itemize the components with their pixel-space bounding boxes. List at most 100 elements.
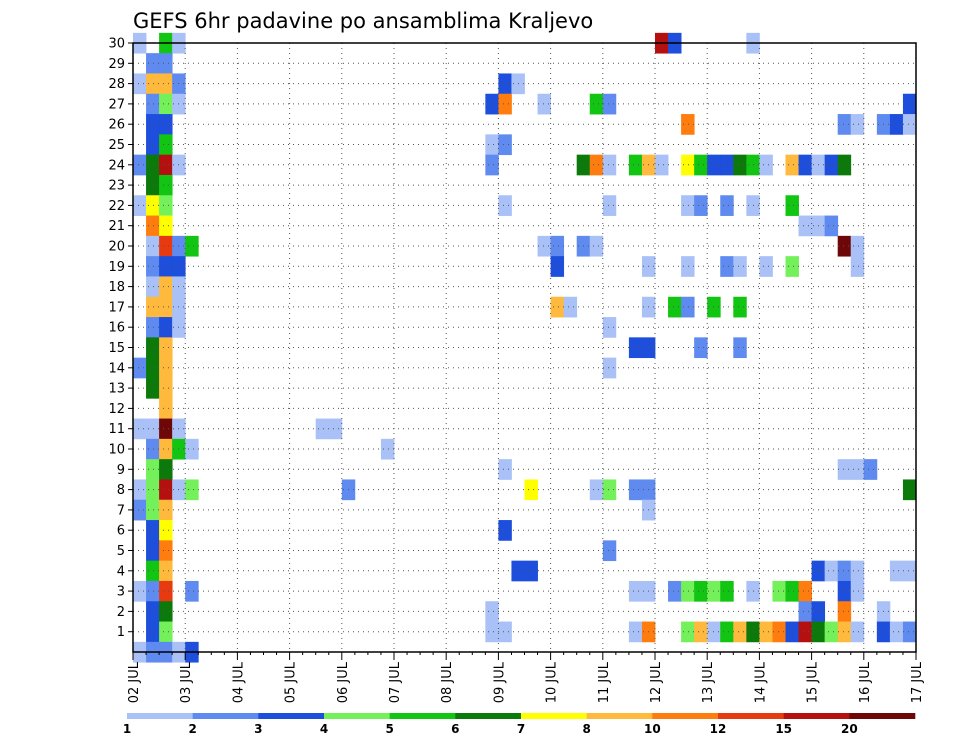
y-tick-label: 29 [108, 57, 125, 72]
y-tick-label: 4 [117, 564, 125, 579]
legend-tick-label: 6 [451, 722, 459, 736]
heatmap-cell [146, 621, 160, 643]
heatmap-cell [146, 296, 160, 318]
heatmap-cell [602, 195, 617, 216]
heatmap-cell [824, 154, 839, 176]
heatmap-cell [133, 479, 147, 501]
heatmap-cell [798, 601, 812, 622]
heatmap-cell [902, 114, 917, 135]
heatmap-cell [902, 560, 917, 582]
heatmap-cell [589, 93, 604, 115]
heatmap-cell [798, 621, 812, 643]
y-tick-label: 26 [108, 118, 125, 133]
heatmap-cell [759, 621, 773, 643]
x-tick-label: 12 JUL [649, 661, 664, 703]
heatmap-cell [694, 337, 708, 359]
heatmap-cell [628, 154, 643, 176]
heatmap-cell [837, 154, 852, 176]
heatmap-cell [602, 93, 617, 115]
x-tick-label: 16 JUL [858, 661, 873, 703]
heatmap-cell [485, 93, 499, 115]
heatmap-cell [146, 499, 160, 521]
heatmap-cell [498, 93, 512, 115]
heatmap-cell [798, 580, 812, 602]
heatmap-cell [133, 499, 147, 521]
heatmap-cell [159, 418, 173, 440]
y-tick-label: 14 [108, 361, 125, 376]
heatmap-cell [159, 540, 173, 562]
legend-swatch [389, 713, 456, 719]
heatmap-cell [146, 520, 160, 541]
heatmap-cell [146, 114, 160, 135]
x-tick-label: 17 JUL [910, 661, 925, 703]
heatmap-cell [628, 337, 643, 359]
heatmap-cell [694, 580, 708, 602]
heatmap-cell [824, 621, 839, 643]
heatmap-cell [733, 296, 747, 318]
heatmap-cell [146, 235, 160, 257]
heatmap-cell [602, 357, 617, 379]
y-axis: 1234567891011121314151617181920212223242… [108, 37, 133, 640]
heatmap-cell [146, 357, 160, 379]
heatmap-cell [146, 601, 160, 622]
heatmap-cell [146, 195, 160, 216]
legend-tick-label: 4 [320, 722, 328, 736]
x-tick-label: 15 JUL [806, 661, 821, 703]
heatmap-cell [159, 479, 173, 501]
heatmap-cell [524, 479, 538, 501]
y-tick-label: 9 [117, 463, 125, 478]
legend-tick-label: 5 [385, 722, 393, 736]
heatmap-cell [380, 438, 395, 460]
heatmap-cell [837, 459, 852, 480]
y-tick-label: 19 [108, 260, 125, 275]
heatmap-cell [146, 337, 160, 359]
heatmap-cell [798, 215, 812, 237]
x-tick-label: 05 JUL [284, 661, 299, 703]
heatmap-cell [159, 357, 173, 379]
heatmap-cell [863, 459, 878, 480]
heatmap-cell [733, 337, 747, 359]
heatmap-cell [146, 276, 160, 298]
y-tick-label: 7 [117, 503, 125, 518]
chart-title: GEFS 6hr padavine po ansamblima Kraljevo [133, 9, 593, 33]
heatmap-cell [146, 418, 160, 440]
legend-tick-label: 7 [517, 722, 525, 736]
heatmap-cell [159, 134, 173, 156]
x-tick-label: 10 JUL [545, 661, 560, 703]
x-tick-label: 04 JUL [231, 661, 246, 703]
x-tick-label: 03 JUL [179, 661, 194, 703]
heatmap-cell [159, 73, 173, 95]
heatmap-cell [159, 459, 173, 480]
heatmap-cell [824, 215, 839, 237]
y-tick-label: 17 [108, 300, 125, 315]
legend-tick-label: 1 [123, 722, 131, 736]
heatmap-cell [524, 560, 538, 582]
heatmap-cell [837, 601, 852, 622]
legend-swatch [324, 713, 390, 719]
legend-tick-label: 8 [582, 722, 590, 736]
legend-swatch [586, 713, 653, 719]
heatmap-cell [655, 154, 669, 176]
heatmap-cell [589, 154, 604, 176]
heatmap-cell [159, 337, 173, 359]
heatmap-cell [485, 154, 499, 176]
y-tick-label: 12 [108, 402, 125, 417]
y-tick-label: 10 [108, 443, 125, 458]
heatmap-cell [785, 195, 799, 216]
heatmap-cell [681, 580, 695, 602]
heatmap-cell [159, 174, 173, 196]
heatmap-cell [498, 621, 512, 643]
legend-tick-label: 10 [644, 722, 661, 736]
heatmap-cell [485, 601, 499, 622]
x-tick-label: 08 JUL [440, 661, 455, 703]
heatmap-cell [785, 154, 799, 176]
y-tick-label: 6 [117, 524, 125, 539]
heatmap-cell [733, 621, 747, 643]
heatmap-cell [133, 73, 147, 95]
legend-tick-label: 3 [254, 722, 262, 736]
heatmap-cell [550, 296, 565, 318]
heatmap-cell [785, 621, 799, 643]
heatmap-cell [850, 580, 865, 602]
heatmap-cell [602, 154, 617, 176]
